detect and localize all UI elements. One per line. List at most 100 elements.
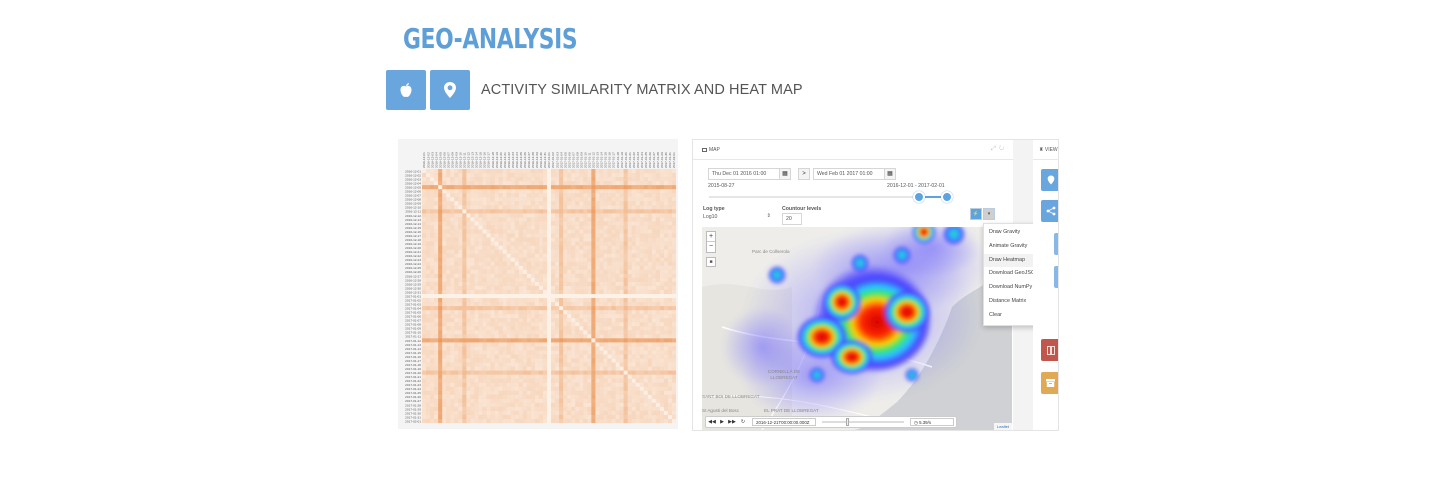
view-archive-button[interactable] <box>1041 372 1058 394</box>
matrix-cell <box>583 197 588 202</box>
matrix-cell <box>518 318 523 323</box>
matrix-cell <box>651 330 656 335</box>
matrix-cell <box>518 298 523 303</box>
end-date-input[interactable]: Wed Feb 01 2017 01:00 <box>813 168 885 180</box>
view-option-button[interactable] <box>1054 266 1058 288</box>
matrix-cell <box>651 177 656 182</box>
matrix-cell <box>530 350 535 355</box>
location-icon-button[interactable] <box>430 70 470 110</box>
matrix-cell <box>555 382 560 387</box>
matrix-cell <box>502 322 507 327</box>
matrix-cell <box>510 285 515 290</box>
matrix-cell <box>482 197 487 202</box>
timeline-handle[interactable] <box>846 418 849 426</box>
matrix-cell <box>659 277 664 282</box>
matrix-cell <box>422 201 427 206</box>
matrix-cell <box>619 362 624 367</box>
map-view[interactable]: Parc de Collserola CORNELLÀ DE LLOBREGAT… <box>702 227 1012 430</box>
matrix-cell <box>647 302 652 307</box>
matrix-cell <box>599 185 604 190</box>
matrix-cell <box>486 402 491 407</box>
matrix-cell <box>498 281 503 286</box>
matrix-cell <box>611 177 616 182</box>
matrix-cell <box>506 217 511 222</box>
matrix-cell <box>615 302 620 307</box>
matrix-cell <box>502 318 507 323</box>
play-button[interactable]: ▶ <box>718 418 726 426</box>
timeline-slider[interactable] <box>822 421 904 423</box>
matrix-cell <box>434 350 439 355</box>
matrix-cell <box>599 189 604 194</box>
view-option-button[interactable] <box>1054 233 1058 255</box>
matrix-cell <box>434 281 439 286</box>
matrix-cell <box>587 209 592 214</box>
matrix-cell <box>579 326 584 331</box>
map-attribution[interactable]: Leaflet <box>993 423 1012 430</box>
matrix-cell <box>538 233 543 238</box>
matrix-column-label: 2017-01-25 <box>644 152 648 168</box>
matrix-cell <box>659 418 664 424</box>
menu-item-download-geojson[interactable]: Download GeoJSON <box>989 270 1040 277</box>
matrix-cell <box>555 378 560 383</box>
zoom-in-button[interactable]: + <box>707 233 715 242</box>
matrix-cell <box>530 394 535 399</box>
date-range-slider[interactable] <box>709 196 949 198</box>
matrix-cell <box>607 386 612 391</box>
menu-item-download-numpy[interactable]: Download NumPy <box>989 284 1033 291</box>
draw-rectangle-button[interactable]: ■ <box>706 257 716 267</box>
matrix-cell <box>542 346 548 351</box>
matrix-cell <box>623 221 628 226</box>
range-start-handle[interactable] <box>913 191 925 203</box>
dropdown-toggle[interactable]: ▾ <box>983 208 995 220</box>
menu-item-clear[interactable]: Clear <box>989 311 1002 318</box>
next-range-button[interactable]: > <box>798 168 810 180</box>
matrix-cell <box>458 265 463 270</box>
matrix-cell <box>567 302 572 307</box>
end-calendar-button[interactable]: ▦ <box>884 168 896 180</box>
matrix-cell <box>422 410 427 415</box>
matrix-cell <box>571 205 576 210</box>
matrix-cell <box>555 277 560 282</box>
start-calendar-button[interactable]: ▦ <box>779 168 791 180</box>
activity-icon-button[interactable] <box>386 70 426 110</box>
matrix-cell <box>422 221 427 226</box>
map-marker-icon <box>444 82 456 98</box>
view-share-button[interactable] <box>1041 200 1058 222</box>
matrix-cell <box>530 201 535 206</box>
log-type-select[interactable]: Log10 ⇕ <box>703 212 773 224</box>
matrix-cell <box>486 241 491 246</box>
matrix-column-label: 2017-01-01 <box>547 152 551 168</box>
expand-icon[interactable]: ⤢ <box>991 146 999 152</box>
zoom-out-button[interactable]: − <box>708 243 714 250</box>
refresh-icon[interactable]: ↻ <box>998 146 1007 152</box>
view-location-button[interactable] <box>1041 169 1058 191</box>
contour-levels-input[interactable]: 20 <box>782 213 802 225</box>
matrix-cell <box>559 398 564 403</box>
matrix-cell <box>442 418 447 424</box>
matrix-cell <box>635 310 640 315</box>
menu-item-distance-matrix[interactable]: Distance Matrix <box>989 297 1027 304</box>
matrix-row-label: 2016-12-06 <box>405 190 421 194</box>
backward-button[interactable]: ◀◀ <box>708 418 716 426</box>
action-button[interactable]: ⚡ <box>970 208 982 220</box>
matrix-cell <box>619 398 624 403</box>
menu-item-animate-gravity[interactable]: Animate Gravity <box>989 242 1028 249</box>
matrix-cell <box>651 370 656 375</box>
matrix-cell <box>518 394 523 399</box>
matrix-cell <box>627 398 632 403</box>
view-columns-button[interactable] <box>1041 339 1058 361</box>
matrix-cell <box>643 213 648 218</box>
matrix-cell <box>551 213 556 218</box>
matrix-cell <box>567 225 572 230</box>
forward-button[interactable]: ▶▶ <box>728 418 736 426</box>
loop-button[interactable]: ↻ <box>739 418 747 426</box>
matrix-cell <box>607 177 612 182</box>
start-date-input[interactable]: Thu Dec 01 2016 01:00 <box>708 168 780 180</box>
matrix-cell <box>470 205 475 210</box>
speed-control[interactable]: ◷ 5.39/s <box>910 418 954 426</box>
menu-item-draw-gravity[interactable]: Draw Gravity <box>989 229 1021 235</box>
matrix-cell <box>619 173 624 178</box>
range-end-handle[interactable] <box>941 191 953 203</box>
matrix-cell <box>579 410 584 415</box>
matrix-cell <box>575 346 580 351</box>
